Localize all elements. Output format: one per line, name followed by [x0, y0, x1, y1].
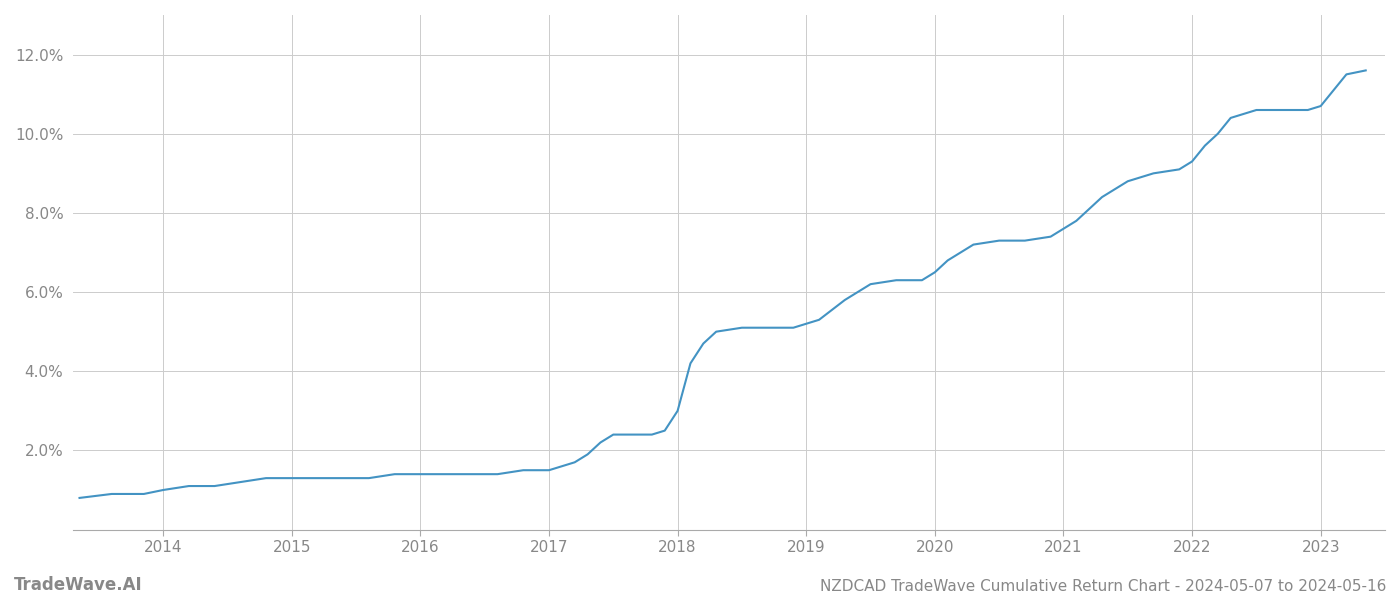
Text: TradeWave.AI: TradeWave.AI — [14, 576, 143, 594]
Text: NZDCAD TradeWave Cumulative Return Chart - 2024-05-07 to 2024-05-16: NZDCAD TradeWave Cumulative Return Chart… — [819, 579, 1386, 594]
